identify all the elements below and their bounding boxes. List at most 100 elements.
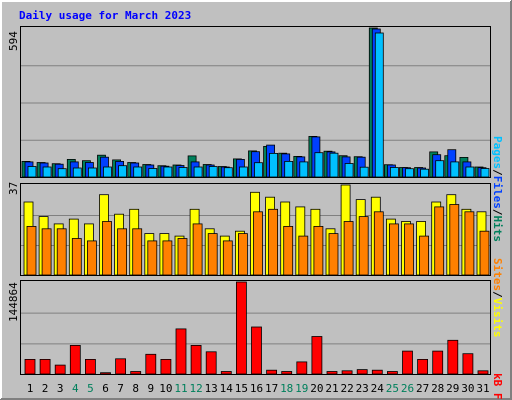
bar-sites-day-18 xyxy=(283,225,294,276)
x-tick-label-day-11: 11 xyxy=(174,382,187,395)
bar-pages-day-2 xyxy=(42,166,52,178)
x-tick-label-day-15: 15 xyxy=(235,382,248,395)
svg-text:Sites/Visits: Sites/Visits xyxy=(491,258,504,338)
top-axis-max-label: 594 xyxy=(7,31,20,51)
bar-pages-day-6 xyxy=(103,166,112,178)
bar-sites-day-16 xyxy=(253,211,263,276)
bar-kb-f-day-29 xyxy=(447,339,459,375)
bar-kb-f-day-14 xyxy=(220,371,232,375)
bar-pages-day-24 xyxy=(374,32,384,178)
bar-sites-day-28 xyxy=(434,206,445,276)
bar-kb-f-day-18 xyxy=(281,371,293,375)
bar-pages-day-31 xyxy=(480,168,490,178)
bar-kb-f-day-11 xyxy=(175,328,187,375)
bar-pages-day-20 xyxy=(314,152,324,178)
x-tick-label-day-4: 4 xyxy=(72,382,79,395)
bar-sites-day-29 xyxy=(449,204,460,276)
bar-pages-day-17 xyxy=(269,152,279,178)
x-tick-label-day-23: 23 xyxy=(356,382,369,395)
bar-kb-f-day-5 xyxy=(85,358,96,375)
bar-kb-f-day-19 xyxy=(296,361,308,375)
bar-pages-day-19 xyxy=(299,161,309,178)
x-tick-label-day-17: 17 xyxy=(265,382,278,395)
legend-pages: Pages xyxy=(491,136,504,169)
bar-pages-day-14 xyxy=(223,167,233,178)
mid-panel xyxy=(20,183,491,276)
bar-pages-day-29 xyxy=(450,161,460,178)
bar-pages-day-15 xyxy=(238,166,248,178)
bar-kb-f-day-8 xyxy=(130,371,142,375)
bar-pages-day-27 xyxy=(420,168,430,178)
legend-files: Files xyxy=(491,176,504,209)
bar-pages-day-16 xyxy=(254,162,263,178)
legend-visits: Visits xyxy=(491,298,504,338)
bar-kb-f-day-10 xyxy=(160,358,172,375)
bar-pages-day-9 xyxy=(148,168,158,178)
bar-sites-day-5 xyxy=(87,240,97,276)
x-tick-label-day-24: 24 xyxy=(371,382,385,395)
bar-sites-day-30 xyxy=(464,211,475,276)
bars-layer xyxy=(21,27,490,375)
bar-kb-f-day-27 xyxy=(417,358,429,375)
bar-pages-day-28 xyxy=(435,160,445,178)
bar-pages-day-1 xyxy=(27,166,37,178)
bar-kb-f-day-31 xyxy=(477,370,489,375)
bar-sites-day-15 xyxy=(237,233,248,276)
bar-sites-day-23 xyxy=(358,216,369,276)
x-tick-label-day-7: 7 xyxy=(117,382,124,395)
x-tick-label-day-10: 10 xyxy=(159,382,172,395)
bar-sites-day-3 xyxy=(56,228,67,276)
bar-kb-f-day-20 xyxy=(311,336,323,375)
x-tick-label-day-22: 22 xyxy=(340,382,353,395)
bar-kb-f-day-16 xyxy=(251,326,262,375)
mid-axis-max-label: 37 xyxy=(7,182,20,195)
x-axis-labels: 1 2 3 4 5 6 7 8 9 10 11 12 13 14 15 16 17 18 19 20 21 22 23 24 2… xyxy=(27,382,490,395)
legend-sites: Sites xyxy=(491,258,504,291)
bar-pages-day-11 xyxy=(178,167,188,178)
bar-sites-day-25 xyxy=(388,223,399,276)
bar-kb-f-day-1 xyxy=(24,358,36,375)
x-tick-label-day-5: 5 xyxy=(87,382,94,395)
bar-pages-day-30 xyxy=(465,166,475,178)
bar-pages-day-26 xyxy=(405,168,414,178)
bar-sites-day-4 xyxy=(71,238,82,276)
bar-sites-day-17 xyxy=(268,208,279,276)
bar-sites-day-13 xyxy=(207,233,218,276)
bar-pages-day-25 xyxy=(389,167,399,178)
bar-pages-day-3 xyxy=(57,168,67,178)
bar-kb-f-day-24 xyxy=(371,369,383,375)
bar-sites-day-2 xyxy=(41,228,52,276)
legend-mid: Sites/Visits xyxy=(491,258,504,338)
bar-kb-f-day-28 xyxy=(432,350,444,375)
bar-kb-f-day-26 xyxy=(402,350,413,375)
bar-sites-day-20 xyxy=(313,225,324,276)
bar-sites-day-7 xyxy=(117,228,127,276)
bar-kb-f-day-17 xyxy=(266,369,278,375)
bar-pages-day-13 xyxy=(208,166,218,178)
bar-kb-f-day-7 xyxy=(115,358,126,375)
bar-pages-day-23 xyxy=(359,166,369,178)
bar-kb-f-day-30 xyxy=(462,353,474,375)
bar-sites-day-1 xyxy=(26,225,37,276)
chart-title: Daily usage for March 2023 xyxy=(19,9,191,22)
bar-sites-day-12 xyxy=(192,223,203,276)
bar-kb-f-day-23 xyxy=(356,369,368,375)
svg-text:Pages/Files/Hits: Pages/Files/Hits xyxy=(491,136,504,242)
x-tick-label-day-8: 8 xyxy=(132,382,139,395)
bar-pages-day-10 xyxy=(163,166,173,178)
bar-pages-day-5 xyxy=(88,167,97,178)
top-panel xyxy=(20,26,491,178)
x-tick-label-day-21: 21 xyxy=(325,382,338,395)
bar-kb-f-day-3 xyxy=(54,364,66,375)
bar-sites-day-9 xyxy=(147,240,158,276)
bar-pages-day-21 xyxy=(329,152,339,178)
bar-sites-day-22 xyxy=(343,221,354,276)
bar-sites-day-27 xyxy=(419,235,430,276)
bar-pages-day-12 xyxy=(193,166,203,178)
bar-sites-day-31 xyxy=(479,230,490,276)
x-tick-label-day-13: 13 xyxy=(205,382,218,395)
x-tick-label-day-16: 16 xyxy=(250,382,263,395)
bar-sites-day-26 xyxy=(404,223,414,276)
bar-sites-day-6 xyxy=(102,221,112,276)
bar-kb-f-day-22 xyxy=(341,370,353,375)
